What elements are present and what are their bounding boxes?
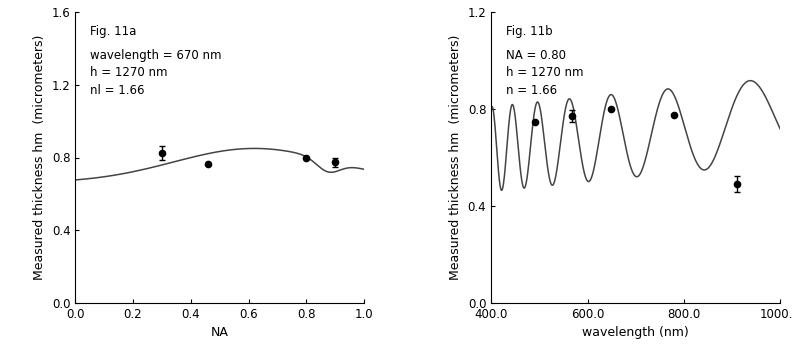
Y-axis label: Measured thickness hm  (micrometers): Measured thickness hm (micrometers)	[33, 35, 46, 280]
Y-axis label: Measured thickness hm  (micrometers): Measured thickness hm (micrometers)	[449, 35, 462, 280]
Text: Fig. 11b: Fig. 11b	[505, 25, 552, 38]
X-axis label: wavelength (nm): wavelength (nm)	[582, 326, 689, 339]
Text: Fig. 11a: Fig. 11a	[89, 25, 136, 38]
Text: wavelength = 670 nm
h = 1270 nm
nl = 1.66: wavelength = 670 nm h = 1270 nm nl = 1.6…	[89, 49, 221, 97]
Text: NA = 0.80
h = 1270 nm
n = 1.66: NA = 0.80 h = 1270 nm n = 1.66	[505, 49, 583, 97]
X-axis label: NA: NA	[211, 326, 229, 339]
